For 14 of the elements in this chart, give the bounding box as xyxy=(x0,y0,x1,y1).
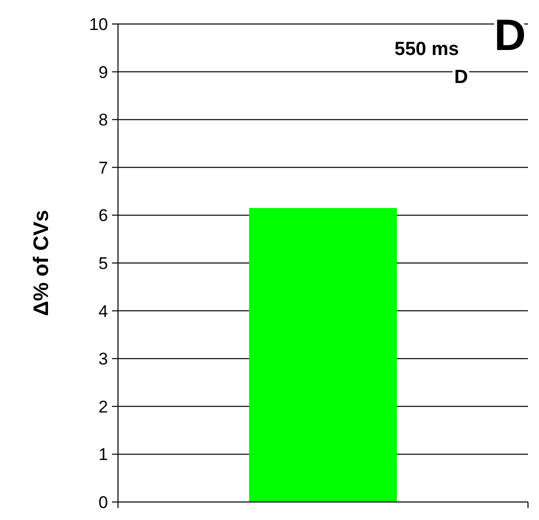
y-tick-label: 9 xyxy=(98,62,108,82)
y-tick-label: 6 xyxy=(98,206,108,226)
y-tick-label: 8 xyxy=(98,110,108,130)
y-tick-label: 3 xyxy=(98,350,108,369)
y-axis-title: Δ% of CVs xyxy=(30,210,53,316)
y-tick-label: 2 xyxy=(98,397,108,416)
annotation: 550 ms xyxy=(394,39,459,60)
y-tick-label: 7 xyxy=(98,158,108,178)
y-tick-label: 4 xyxy=(98,302,108,321)
y-tick-label: 10 xyxy=(89,14,108,34)
y-tick-label: 1 xyxy=(98,445,108,464)
annotation: D xyxy=(494,11,526,60)
y-tick-label: 0 xyxy=(98,492,108,512)
y-tick-label: 5 xyxy=(98,254,108,273)
